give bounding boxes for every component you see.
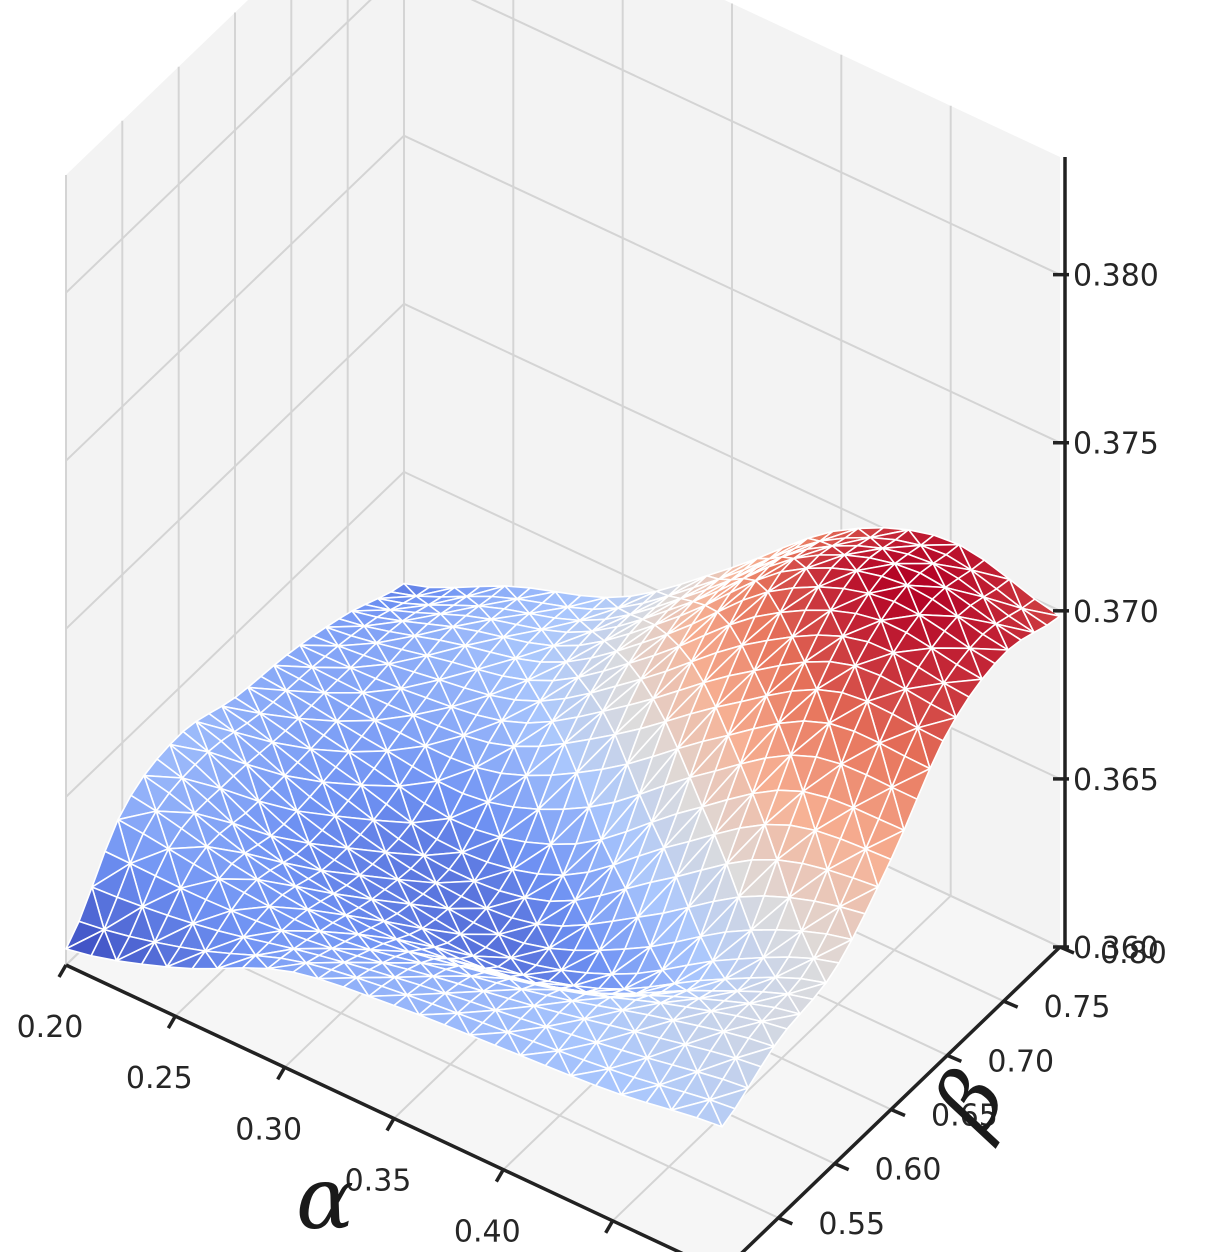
surface-facet	[695, 1099, 723, 1128]
surface-facet	[393, 994, 421, 1016]
y-tick-label: 0.55	[818, 1207, 885, 1242]
x-tick-mark	[385, 1117, 396, 1132]
y-tick-label: 0.70	[987, 1044, 1054, 1079]
x-axis-label: α	[296, 1149, 354, 1249]
tick-labels: 0.200.250.300.350.400.450.500.550.600.65…	[17, 259, 1167, 1250]
y-tick-label: 0.60	[875, 1153, 942, 1188]
x-tick-mark	[604, 1219, 615, 1234]
x-tick-label: 0.20	[17, 1010, 84, 1045]
surface-facet	[241, 954, 269, 970]
x-tick-mark	[166, 1015, 177, 1030]
y-tick-mark	[890, 1107, 906, 1118]
surface-facet	[544, 1050, 572, 1077]
y-tick-label: 0.75	[1044, 990, 1111, 1025]
x-tick-mark	[276, 1066, 287, 1081]
grid-line-z	[65, 0, 1061, 294]
y-tick-mark	[946, 1053, 963, 1063]
z-tick-label: 0.365	[1073, 763, 1159, 798]
y-tick-label: 0.80	[1100, 936, 1167, 971]
grid-line-z	[65, 302, 1061, 630]
x-tick-label: 0.25	[126, 1061, 193, 1096]
x-tick-label: 0.40	[454, 1215, 521, 1250]
y-tick-label: 0.65	[931, 1099, 998, 1134]
y-tick-mark	[833, 1162, 850, 1172]
surface-facet	[342, 976, 370, 998]
surface-facet	[494, 1031, 522, 1057]
x-tick-label: 0.30	[235, 1112, 302, 1147]
surface-facet	[292, 962, 320, 980]
grid-line-z	[65, 134, 1061, 462]
surface-facet	[191, 950, 219, 970]
z-tick-label: 0.360	[1073, 931, 1159, 966]
axis-lines	[57, 157, 1075, 1252]
z-tick-label: 0.375	[1073, 427, 1159, 462]
surface-facet	[140, 941, 168, 968]
y-tick-mark	[1002, 999, 1019, 1009]
y-tick-mark	[777, 1216, 794, 1226]
z-tick-label: 0.370	[1073, 595, 1159, 630]
surface-facet	[90, 928, 118, 962]
surface-facet	[645, 1084, 673, 1111]
x-tick-mark	[494, 1168, 505, 1183]
surface-facet	[594, 1068, 622, 1096]
surface-mesh	[65, 526, 1061, 1128]
surface-facet	[443, 1012, 471, 1036]
z-tick-label: 0.380	[1073, 259, 1159, 294]
x-tick-label: 0.35	[345, 1164, 412, 1199]
x-tick-mark	[57, 964, 68, 978]
